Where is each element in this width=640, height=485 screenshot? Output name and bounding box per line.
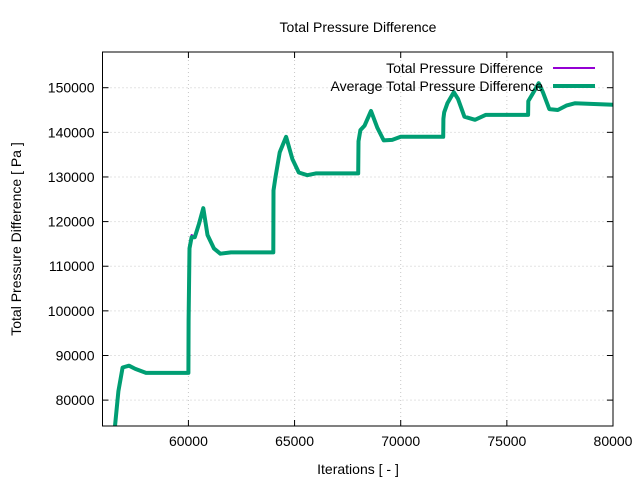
x-tick-label: 75000 <box>487 433 526 449</box>
grid <box>102 52 614 426</box>
plot-frame <box>102 51 614 427</box>
legend-label-total: Total Pressure Difference <box>386 60 543 76</box>
y-tick-label: 140000 <box>48 124 95 140</box>
x-tick-label: 70000 <box>381 433 420 449</box>
y-tick-label: 130000 <box>48 169 95 185</box>
y-tick-label: 100000 <box>48 303 95 319</box>
y-tick-label: 150000 <box>48 80 95 96</box>
legend: Total Pressure Difference Average Total … <box>331 60 595 94</box>
legend-label-average: Average Total Pressure Difference <box>331 78 544 94</box>
chart-title: Total Pressure Difference <box>280 19 437 35</box>
y-tick-label: 120000 <box>48 214 95 230</box>
x-tick-label: 60000 <box>169 433 208 449</box>
x-axis-label: Iterations [ - ] <box>317 461 399 477</box>
ticks: 60000 65000 70000 75000 80000 80000 90000 10000… <box>48 52 633 449</box>
series-line-average <box>113 81 614 427</box>
y-tick-label: 90000 <box>56 347 95 363</box>
x-tick-label: 80000 <box>594 433 633 449</box>
y-tick-label: 80000 <box>56 392 95 408</box>
y-axis-label: Total Pressure Difference [ Pa ] <box>8 142 24 336</box>
x-tick-label: 65000 <box>275 433 314 449</box>
series-lines <box>113 81 614 427</box>
y-tick-label: 110000 <box>49 258 95 274</box>
